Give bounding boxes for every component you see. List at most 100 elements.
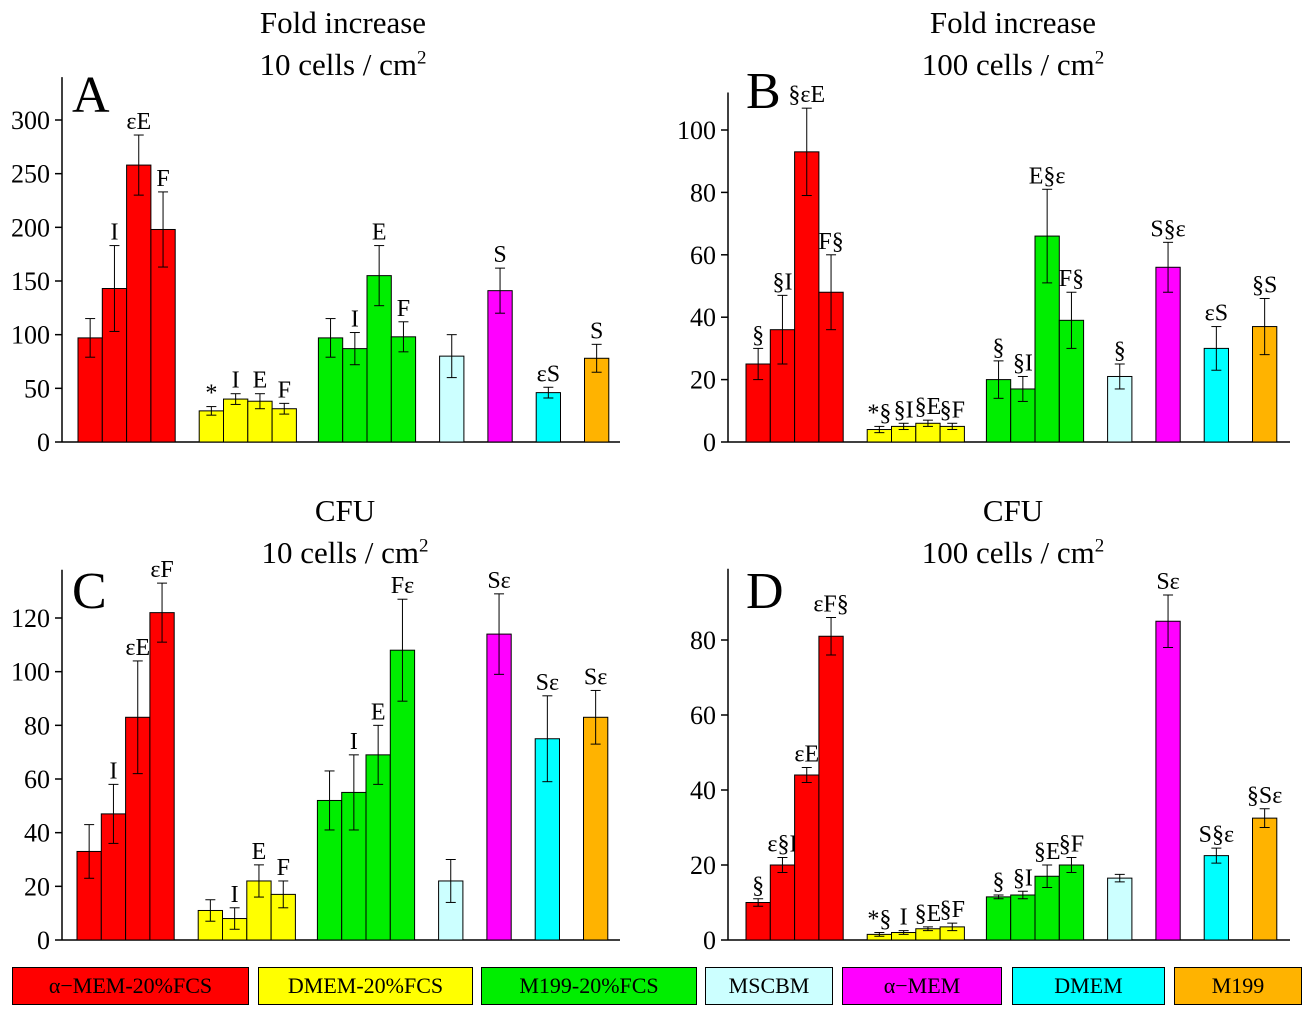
panel-a-title-line2: 10 cells / cm — [259, 47, 418, 82]
significance-label: I — [110, 220, 118, 246]
panel-a-title-sup: 2 — [417, 47, 427, 69]
significance-label: §E — [1034, 839, 1061, 865]
significance-label: § — [1114, 338, 1126, 364]
panel-c-title-line1: CFU — [314, 493, 376, 528]
panel-b-title-line1: Fold increase — [929, 5, 1097, 40]
significance-label: εE — [126, 109, 151, 135]
panel-b-title: Fold increase 100 cells / cm2 — [803, 2, 1223, 86]
significance-label: F§ — [1059, 266, 1084, 292]
significance-label: F§ — [818, 229, 843, 255]
significance-label: I — [231, 882, 239, 908]
significance-label: §F — [940, 397, 965, 423]
legend-item-amem-fcs: α−MEM-20%FCS — [12, 967, 249, 1005]
y-tick-label: 100 — [11, 321, 50, 350]
panel-a-title-line1: Fold increase — [259, 5, 427, 40]
significance-label: εS — [537, 361, 560, 387]
significance-label: S — [590, 318, 603, 344]
y-tick-label: 250 — [11, 160, 50, 189]
bar — [390, 336, 417, 443]
significance-label: §Sε — [1247, 783, 1282, 809]
significance-label: §E — [915, 394, 942, 420]
significance-label: § — [993, 869, 1005, 895]
bar — [149, 612, 175, 941]
panel-d-title-sup: 2 — [1094, 535, 1105, 557]
bar — [769, 864, 796, 941]
panel-b-title-line2-wrap: 100 cells / cm2 — [803, 44, 1223, 86]
y-tick-label: 20 — [690, 366, 716, 395]
significance-label: §I — [1013, 350, 1033, 376]
significance-label: § — [752, 322, 764, 348]
significance-label: F — [156, 166, 169, 192]
y-tick-label: 40 — [24, 819, 50, 848]
bar — [745, 902, 771, 941]
panel-d-title-line2: 100 cells / cm — [921, 535, 1095, 570]
significance-label: I — [351, 307, 359, 333]
significance-label: I — [900, 905, 908, 931]
bar — [1155, 620, 1181, 941]
significance-label: I — [350, 729, 358, 755]
legend-item-m199-fcs: M199-20%FCS — [481, 967, 697, 1005]
y-tick-label: 100 — [677, 116, 716, 145]
panel-letter: C — [72, 563, 107, 620]
significance-label: F — [397, 296, 410, 322]
significance-label: I — [232, 368, 240, 394]
significance-label: F — [278, 377, 291, 403]
y-tick-label: 60 — [690, 701, 716, 730]
bar — [1252, 817, 1278, 941]
significance-label: Sε — [584, 664, 607, 690]
y-tick-label: 40 — [690, 776, 716, 805]
y-tick-label: 150 — [11, 267, 50, 296]
significance-label: ε§I — [767, 832, 797, 858]
significance-label: §S — [1252, 272, 1277, 298]
bar — [1155, 266, 1181, 443]
significance-label: S§ε — [1199, 822, 1234, 848]
bar — [150, 228, 176, 443]
legend: α−MEM-20%FCS DMEM-20%FCS M199-20%FCS MSC… — [12, 967, 1302, 1007]
y-tick-label: 0 — [703, 428, 716, 457]
significance-label: §I — [894, 397, 914, 423]
significance-label: §I — [772, 269, 792, 295]
significance-label: S§ε — [1150, 216, 1185, 242]
y-tick-label: 80 — [690, 626, 716, 655]
y-tick-label: 20 — [690, 851, 716, 880]
panel-letter: B — [746, 63, 781, 120]
legend-item-amem: α−MEM — [842, 967, 1002, 1005]
panel-b-title-line2: 100 cells / cm — [921, 47, 1095, 82]
significance-label: Sε — [536, 670, 559, 696]
significance-label: εS — [1205, 301, 1228, 327]
y-tick-label: 0 — [37, 926, 50, 955]
significance-label: E — [372, 220, 387, 246]
significance-label: εF — [150, 557, 173, 583]
bar — [818, 635, 844, 941]
bar — [487, 290, 513, 443]
significance-label: I — [109, 758, 117, 784]
y-tick-label: 60 — [24, 765, 50, 794]
panel-a-title-line2-wrap: 10 cells / cm2 — [133, 44, 553, 86]
bar — [1010, 894, 1036, 941]
legend-item-m199: M199 — [1174, 967, 1302, 1005]
significance-label: εE — [794, 742, 819, 768]
significance-label: §εE — [788, 82, 825, 108]
y-tick-label: 200 — [11, 213, 50, 242]
significance-label: §F — [940, 897, 965, 923]
significance-label: F — [277, 855, 290, 881]
y-tick-label: 100 — [11, 658, 50, 687]
legend-item-dmem: DMEM — [1012, 967, 1165, 1005]
bar — [1107, 877, 1133, 941]
significance-label: Fε — [391, 573, 414, 599]
significance-label: * — [205, 381, 217, 407]
panel-d-title-line2-wrap: 100 cells / cm2 — [803, 532, 1223, 574]
panel-d-title-line1: CFU — [982, 493, 1044, 528]
bar — [126, 164, 152, 443]
y-tick-label: 0 — [703, 926, 716, 955]
panel-letter: A — [72, 67, 110, 124]
y-tick-label: 80 — [690, 178, 716, 207]
panel-c-title-sup: 2 — [419, 535, 429, 557]
y-tick-label: 0 — [37, 428, 50, 457]
bar — [223, 398, 249, 443]
bar — [985, 896, 1012, 941]
